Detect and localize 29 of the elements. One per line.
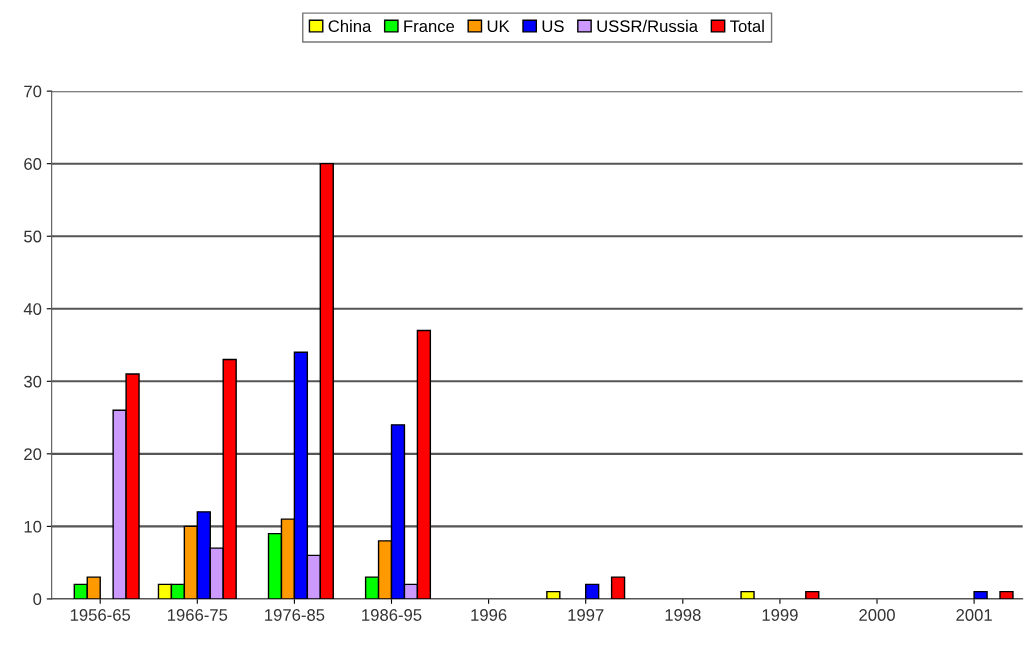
x-tick-label: 1999 [762,609,798,621]
y-tick-label: 0 [33,593,42,606]
bar [740,590,755,599]
legend-label: USSR/Russia [597,19,699,33]
bar [805,590,820,599]
x-tick-label: 1956-65 [70,609,131,621]
y-tick-label: 60 [24,158,42,170]
x-tick-label: 1998 [665,609,701,621]
x-tick-label: 1986-95 [362,609,422,621]
legend-label: China [328,19,372,33]
bar [546,590,561,599]
y-tick-label: 50 [24,230,42,243]
bar [610,576,626,599]
x-tick-label: 1996 [471,609,507,621]
bar [999,590,1014,599]
y-tick-label: 40 [23,303,42,315]
y-tick-label: 20 [24,448,42,461]
y-tick-label: 30 [24,375,42,388]
legend-label: France [404,20,455,33]
legend-label: Total [730,19,764,33]
x-tick-label: 2000 [859,609,895,621]
x-tick-label: 1997 [568,609,604,621]
y-tick-label: 70 [24,85,42,98]
legend-label: UK [487,20,510,33]
y-tick-label: 10 [24,520,42,533]
legend-label: US [542,20,564,33]
x-tick-label: 1966-75 [167,609,228,621]
x-tick-label: 1976-85 [265,609,325,621]
x-tick-label: 2001 [956,609,992,621]
